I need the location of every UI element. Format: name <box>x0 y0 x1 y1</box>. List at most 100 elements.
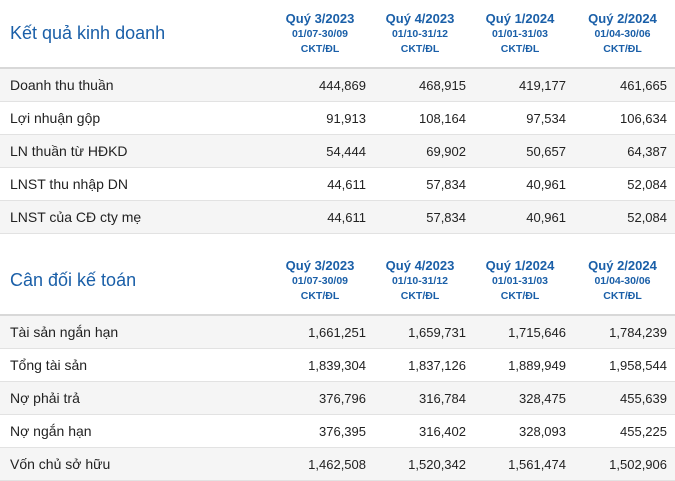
cell-value: 106,634 <box>620 110 667 126</box>
column-unit: CKT/ĐL <box>300 43 340 55</box>
cell-value: 1,462,508 <box>308 456 366 472</box>
cell-value: 1,561,474 <box>508 456 566 472</box>
column-unit: CKT/ĐL <box>603 43 642 55</box>
cell-value: 1,889,949 <box>508 357 566 373</box>
row-label: Nợ ngắn hạn <box>10 423 92 439</box>
row-label: LNST của CĐ cty mẹ <box>10 209 142 225</box>
cell-value: 44,611 <box>327 209 366 225</box>
cell-value: 328,475 <box>519 390 566 406</box>
column-unit: CKT/ĐL <box>500 290 540 302</box>
row-label: Tài sản ngắn hạn <box>10 324 119 340</box>
row-label: Tổng tài sản <box>10 357 88 373</box>
column-quarter[interactable]: Quý 1/2024 <box>485 11 555 26</box>
cell-value: 455,639 <box>620 390 667 406</box>
section-spacer <box>0 234 675 247</box>
column-quarter[interactable]: Quý 2/2024 <box>588 258 657 273</box>
column-header: Quý 2/2024 01/04-30/06 CKT/ĐL <box>570 247 675 314</box>
cell-value: 455,225 <box>620 423 667 439</box>
section-title: Cân đối kế toán <box>10 270 137 290</box>
cell-value: 108,164 <box>419 110 466 126</box>
row-label: LN thuần từ HĐKD <box>10 143 128 159</box>
cell-value: 1,958,544 <box>609 357 667 373</box>
column-header: Quý 4/2023 01/10-31/12 CKT/ĐL <box>370 0 470 67</box>
column-header: Quý 1/2024 01/01-31/03 CKT/ĐL <box>470 0 570 67</box>
column-quarter[interactable]: Quý 4/2023 <box>385 258 455 273</box>
column-range: 01/07-30/09 <box>291 28 349 40</box>
column-header: Quý 1/2024 01/01-31/03 CKT/ĐL <box>470 247 570 314</box>
cell-value: 40,961 <box>526 176 566 192</box>
cell-value: 376,796 <box>319 390 366 406</box>
cell-value: 376,395 <box>319 423 366 439</box>
table-row: Vốn chủ sở hữu 1,462,508 1,520,342 1,561… <box>0 448 675 481</box>
cell-value: 316,402 <box>419 423 466 439</box>
cell-value: 97,534 <box>526 110 566 126</box>
cell-value: 461,665 <box>620 77 667 93</box>
column-header: Quý 2/2024 01/04-30/06 CKT/ĐL <box>570 0 675 67</box>
column-range: 01/10-31/12 <box>391 28 449 40</box>
cell-value: 1,502,906 <box>609 456 667 472</box>
balance-sheet-section: Cân đối kế toán Quý 3/2023 01/07-30/09 C… <box>0 247 675 481</box>
column-header: Quý 4/2023 01/10-31/12 CKT/ĐL <box>370 247 470 314</box>
balance-sheet-header: Cân đối kế toán Quý 3/2023 01/07-30/09 C… <box>0 247 675 316</box>
cell-value: 1,784,239 <box>609 324 667 340</box>
column-range: 01/10-31/12 <box>391 275 449 287</box>
column-range: 01/01-31/03 <box>491 28 549 40</box>
cell-value: 69,902 <box>426 143 466 159</box>
table-row: Tài sản ngắn hạn 1,661,251 1,659,731 1,7… <box>0 316 675 349</box>
cell-value: 1,659,731 <box>408 324 466 340</box>
column-quarter[interactable]: Quý 2/2024 <box>588 11 657 26</box>
cell-value: 52,084 <box>627 176 667 192</box>
table-row: Lợi nhuận gộp 91,913 108,164 97,534 106,… <box>0 102 675 135</box>
row-label: Doanh thu thuần <box>10 77 114 93</box>
column-quarter[interactable]: Quý 1/2024 <box>485 258 555 273</box>
section-title: Kết quả kinh doanh <box>10 23 166 43</box>
column-range: 01/01-31/03 <box>491 275 549 287</box>
table-row: Doanh thu thuần 444,869 468,915 419,177 … <box>0 69 675 102</box>
column-range: 01/04-30/06 <box>594 275 651 287</box>
table-row: LNST thu nhập DN 44,611 57,834 40,961 52… <box>0 168 675 201</box>
column-unit: CKT/ĐL <box>400 43 440 55</box>
table-row: Nợ phải trả 376,796 316,784 328,475 455,… <box>0 382 675 415</box>
cell-value: 64,387 <box>627 143 667 159</box>
cell-value: 1,839,304 <box>308 357 366 373</box>
cell-value: 316,784 <box>419 390 466 406</box>
row-label: LNST thu nhập DN <box>10 176 129 192</box>
column-range: 01/04-30/06 <box>594 28 651 40</box>
income-statement-header: Kết quả kinh doanh Quý 3/2023 01/07-30/0… <box>0 0 675 69</box>
column-unit: CKT/ĐL <box>300 290 340 302</box>
cell-value: 444,869 <box>319 77 366 93</box>
column-quarter[interactable]: Quý 3/2023 <box>285 258 355 273</box>
row-label: Vốn chủ sở hữu <box>10 456 111 472</box>
table-row: LN thuần từ HĐKD 54,444 69,902 50,657 64… <box>0 135 675 168</box>
column-quarter[interactable]: Quý 3/2023 <box>285 11 355 26</box>
cell-value: 54,444 <box>326 143 366 159</box>
cell-value: 50,657 <box>526 143 566 159</box>
row-label: Lợi nhuận gộp <box>10 110 101 126</box>
table-row: LNST của CĐ cty mẹ 44,611 57,834 40,961 … <box>0 201 675 234</box>
cell-value: 52,084 <box>627 209 667 225</box>
cell-value: 40,961 <box>526 209 566 225</box>
column-unit: CKT/ĐL <box>400 290 440 302</box>
income-statement-rows: Doanh thu thuần 444,869 468,915 419,177 … <box>0 69 675 234</box>
cell-value: 1,715,646 <box>508 324 566 340</box>
cell-value: 468,915 <box>419 77 466 93</box>
cell-value: 1,837,126 <box>408 357 466 373</box>
table-row: Nợ ngắn hạn 376,395 316,402 328,093 455,… <box>0 415 675 448</box>
table-row: Tổng tài sản 1,839,304 1,837,126 1,889,9… <box>0 349 675 382</box>
cell-value: 1,661,251 <box>308 324 366 340</box>
column-unit: CKT/ĐL <box>500 43 540 55</box>
column-header: Quý 3/2023 01/07-30/09 CKT/ĐL <box>270 0 370 67</box>
cell-value: 328,093 <box>519 423 566 439</box>
cell-value: 419,177 <box>519 77 566 93</box>
income-statement-section: Kết quả kinh doanh Quý 3/2023 01/07-30/0… <box>0 0 675 234</box>
column-header: Quý 3/2023 01/07-30/09 CKT/ĐL <box>270 247 370 314</box>
column-unit: CKT/ĐL <box>603 290 642 302</box>
row-label: Nợ phải trả <box>10 390 80 406</box>
balance-sheet-rows: Tài sản ngắn hạn 1,661,251 1,659,731 1,7… <box>0 316 675 481</box>
column-quarter[interactable]: Quý 4/2023 <box>385 11 455 26</box>
column-range: 01/07-30/09 <box>291 275 349 287</box>
cell-value: 91,913 <box>326 110 366 126</box>
cell-value: 57,834 <box>426 176 466 192</box>
cell-value: 1,520,342 <box>408 456 466 472</box>
cell-value: 57,834 <box>426 209 466 225</box>
